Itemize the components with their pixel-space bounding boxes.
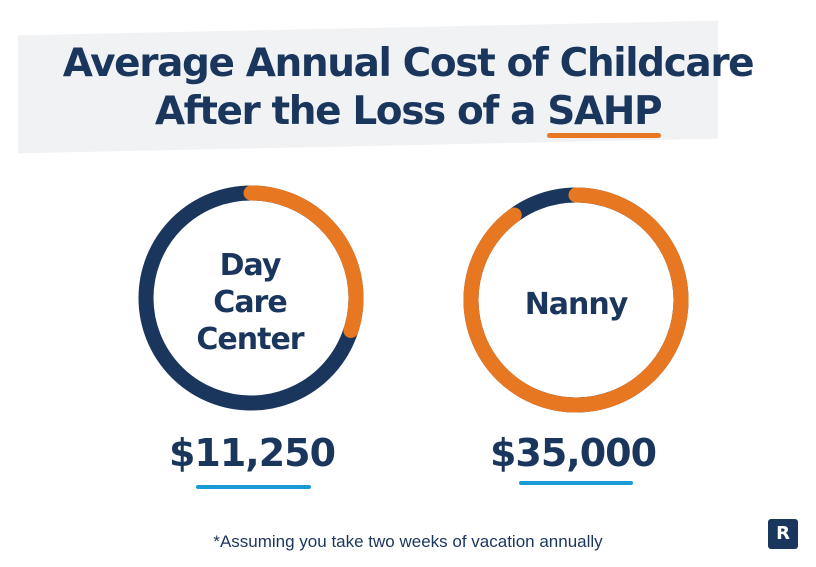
ring-label-line: Day [219,248,282,283]
ring-label-day-care: Day Care Center [150,247,350,358]
ring-label-line: Care [213,285,287,320]
title-highlight: SAHP [547,88,663,138]
ring-segment-day-care [243,185,364,338]
ring-label-nanny: Nanny [476,286,676,323]
page-title: Average Annual Cost of Childcare After t… [0,40,816,138]
title-highlight-text: SAHP [547,89,662,134]
ring-segment-nanny [463,187,689,413]
ring-label-line: Nanny [524,287,629,322]
title-line-2-text: After the Loss of a [154,89,548,134]
title-line-2: After the Loss of a SAHP [0,88,816,138]
logo: R [768,519,798,549]
title-highlight-underline [547,133,662,138]
value-underline-day-care [196,485,311,489]
value-label-nanny: $35,000 [489,431,657,475]
value-label-day-care: $11,250 [168,431,336,475]
footnote: *Assuming you take two weeks of vacation… [213,532,603,551]
title-line-1: Average Annual Cost of Childcare [62,41,755,86]
ring-label-line: Center [196,322,304,357]
value-underline-nanny [519,481,633,485]
